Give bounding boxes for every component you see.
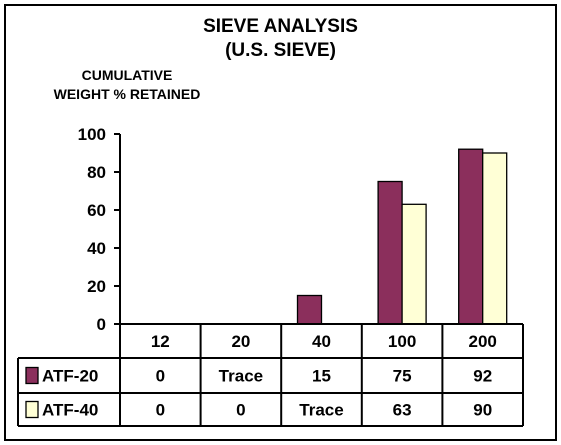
y-axis-label-line1: CUMULATIVE [81, 67, 173, 83]
chart-subtitle: (U.S. SIEVE) [225, 40, 336, 61]
legend-swatch-atf-20 [25, 366, 39, 385]
data-label-atf-40: 0 [236, 401, 245, 420]
y-tick-label: 100 [78, 125, 106, 144]
legend-label-atf-40: ATF-40 [42, 401, 98, 420]
bar-atf-20-200 [458, 148, 484, 325]
x-tick-label: 20 [231, 332, 250, 351]
data-label-atf-20: 92 [473, 367, 492, 386]
bar-atf-20-100 [377, 180, 403, 325]
bar-atf-40-100 [401, 203, 427, 325]
x-tick-label: 40 [312, 332, 331, 351]
y-tick-label: 60 [87, 201, 106, 220]
data-label-atf-40: 90 [473, 401, 492, 420]
bar-atf-40-200 [482, 152, 508, 325]
y-tick-label: 0 [97, 315, 106, 334]
data-label-atf-20: Trace [219, 367, 263, 386]
y-axis-label-line2: WEIGHT % RETAINED [53, 86, 201, 102]
x-tick-label: 100 [388, 332, 416, 351]
y-tick-label: 20 [87, 277, 106, 296]
x-tick-label: 12 [151, 332, 170, 351]
data-label-atf-20: 15 [312, 367, 331, 386]
data-label-atf-20: 75 [393, 367, 412, 386]
legend-label-atf-20: ATF-20 [42, 367, 98, 386]
chart-title: SIEVE ANALYSIS [203, 16, 358, 37]
data-label-atf-40: Trace [299, 401, 343, 420]
chart-frame [4, 4, 557, 441]
y-tick-label: 80 [87, 163, 106, 182]
y-tick-label: 40 [87, 239, 106, 258]
data-label-atf-40: 63 [393, 401, 412, 420]
legend-swatch-atf-40 [25, 400, 39, 419]
x-tick-label: 200 [469, 332, 497, 351]
data-label-atf-20: 0 [156, 367, 165, 386]
data-label-atf-40: 0 [156, 401, 165, 420]
bar-atf-20-40 [296, 294, 323, 325]
